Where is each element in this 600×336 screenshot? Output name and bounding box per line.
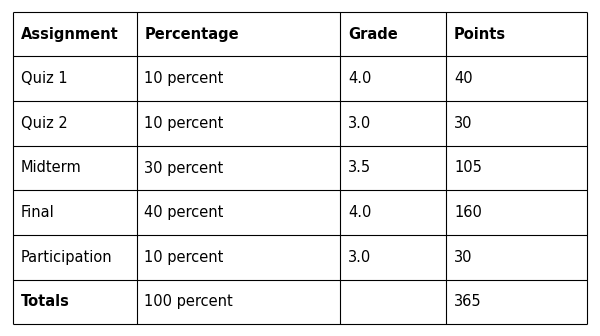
Text: Percentage: Percentage xyxy=(145,27,239,42)
Text: 30: 30 xyxy=(454,250,473,265)
Text: Final: Final xyxy=(21,205,55,220)
Text: 30: 30 xyxy=(454,116,473,131)
Text: 3.0: 3.0 xyxy=(348,250,371,265)
Text: 4.0: 4.0 xyxy=(348,71,371,86)
Text: 3.0: 3.0 xyxy=(348,116,371,131)
Text: Quiz 1: Quiz 1 xyxy=(21,71,68,86)
Text: Totals: Totals xyxy=(21,294,70,309)
Text: Midterm: Midterm xyxy=(21,161,82,175)
Text: 40 percent: 40 percent xyxy=(145,205,224,220)
Text: 10 percent: 10 percent xyxy=(145,250,224,265)
Text: 10 percent: 10 percent xyxy=(145,116,224,131)
Text: Participation: Participation xyxy=(21,250,113,265)
Text: 40: 40 xyxy=(454,71,473,86)
Text: 3.5: 3.5 xyxy=(348,161,371,175)
Text: 105: 105 xyxy=(454,161,482,175)
Text: Grade: Grade xyxy=(348,27,398,42)
Text: 365: 365 xyxy=(454,294,482,309)
Text: 30 percent: 30 percent xyxy=(145,161,224,175)
Text: 100 percent: 100 percent xyxy=(145,294,233,309)
Text: Assignment: Assignment xyxy=(21,27,119,42)
Text: Points: Points xyxy=(454,27,506,42)
Text: Quiz 2: Quiz 2 xyxy=(21,116,68,131)
Text: 160: 160 xyxy=(454,205,482,220)
Text: 4.0: 4.0 xyxy=(348,205,371,220)
Text: 10 percent: 10 percent xyxy=(145,71,224,86)
